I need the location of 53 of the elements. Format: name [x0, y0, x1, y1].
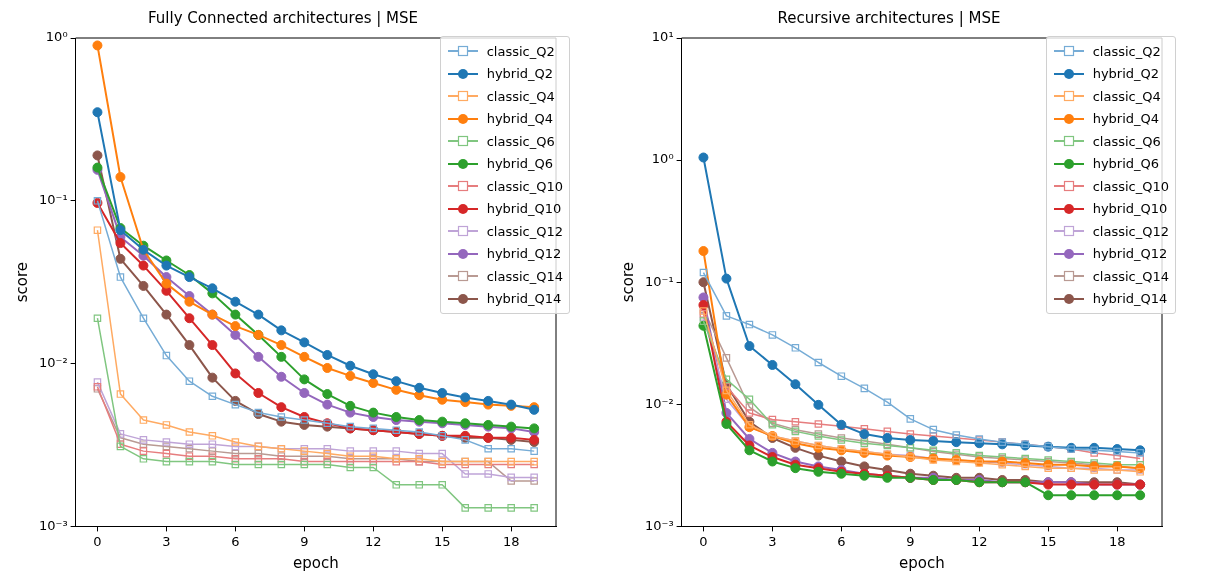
legend-label: hybrid_Q14 [486, 291, 562, 307]
legend-label: hybrid_Q14 [1092, 291, 1168, 307]
legend-label: classic_Q12 [1092, 223, 1169, 239]
legend-label: hybrid_Q4 [486, 111, 554, 127]
x-tick-label: 18 [502, 533, 520, 549]
legend-label: classic_Q4 [1092, 88, 1161, 104]
legend-label: classic_Q12 [486, 223, 563, 239]
legend-label: classic_Q10 [1092, 178, 1169, 194]
legend-label: hybrid_Q12 [486, 246, 562, 262]
x-tick-label: 12 [971, 533, 988, 549]
legend-label: hybrid_Q10 [1092, 201, 1168, 217]
y-tick-label: 10¹ [651, 29, 674, 45]
y-tick-label: 10⁻³ [644, 517, 674, 533]
y-tick-label: 10⁻¹ [38, 192, 68, 208]
x-axis-title: epoch [292, 553, 339, 572]
chart-title: Fully Connected architectures | MSE [148, 8, 418, 27]
chart-title: Recursive architectures | MSE [777, 8, 1001, 27]
legend-label: hybrid_Q2 [486, 66, 554, 82]
x-axis-title: epoch [898, 553, 945, 572]
legend-label: classic_Q6 [486, 133, 555, 149]
x-tick-label: 18 [1108, 533, 1126, 549]
legend-label: hybrid_Q12 [1092, 246, 1168, 262]
y-tick-label: 10⁻² [38, 354, 68, 370]
x-tick-label: 15 [433, 533, 451, 549]
x-tick-label: 3 [162, 533, 171, 549]
x-tick-label: 12 [365, 533, 382, 549]
y-axis-title: score [12, 262, 31, 303]
y-tick-label: 10⁻³ [38, 517, 68, 533]
y-tick-label: 10⁻² [644, 395, 674, 411]
legend-label: classic_Q14 [486, 268, 563, 284]
x-tick-label: 0 [699, 533, 708, 549]
legend-label: classic_Q10 [486, 178, 563, 194]
legend-label: classic_Q2 [1092, 43, 1161, 59]
x-tick-label: 15 [1039, 533, 1057, 549]
legend-label: hybrid_Q6 [1092, 156, 1160, 172]
y-tick-label: 10⁻¹ [644, 273, 674, 289]
x-tick-label: 9 [300, 533, 309, 549]
legend-label: hybrid_Q2 [1092, 66, 1160, 82]
y-axis-title: score [618, 262, 637, 303]
legend-label: hybrid_Q10 [486, 201, 562, 217]
legend-label: classic_Q14 [1092, 268, 1169, 284]
legend-label: classic_Q2 [486, 43, 555, 59]
legend-label: classic_Q4 [486, 88, 555, 104]
legend-label: hybrid_Q6 [486, 156, 554, 172]
x-tick-label: 0 [93, 533, 102, 549]
x-tick-label: 6 [231, 533, 240, 549]
y-tick-label: 10⁰ [651, 151, 674, 167]
y-tick-label: 10⁰ [45, 29, 68, 45]
legend-label: classic_Q6 [1092, 133, 1161, 149]
legend-label: hybrid_Q4 [1092, 111, 1160, 127]
x-tick-label: 3 [768, 533, 777, 549]
x-tick-label: 6 [837, 533, 846, 549]
x-tick-label: 9 [906, 533, 915, 549]
